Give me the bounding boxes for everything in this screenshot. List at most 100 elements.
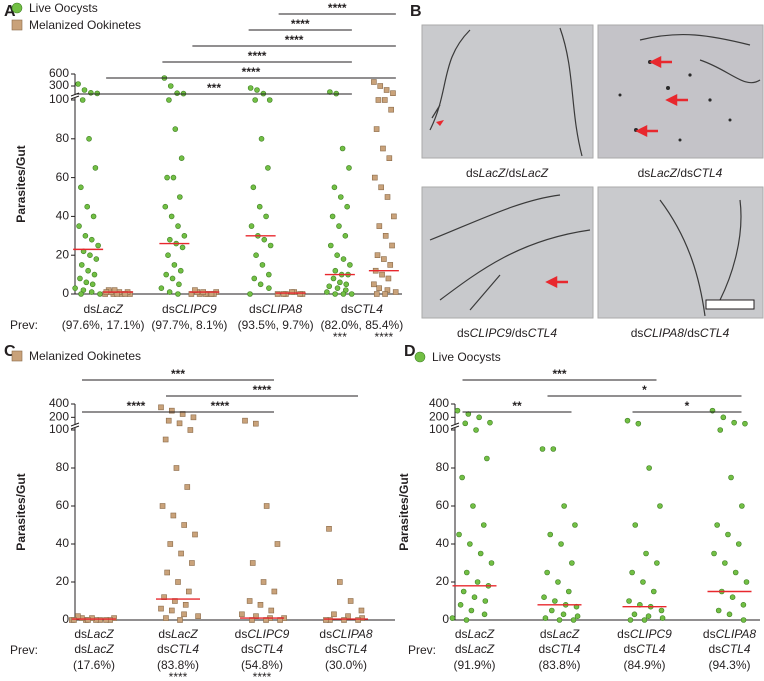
dot (247, 291, 253, 297)
dot (190, 414, 197, 421)
dot (176, 420, 183, 427)
legend-label: Melanized Ookinetes (29, 349, 141, 363)
dot (373, 126, 380, 132)
label-part: LacZ (468, 627, 495, 641)
dot (380, 145, 386, 152)
dot (91, 271, 98, 278)
dot (382, 291, 388, 297)
dot (377, 83, 384, 89)
label-part: ds (466, 166, 479, 180)
label-part: ds (74, 627, 87, 641)
y-tick-label: 200 (429, 410, 449, 424)
dot (454, 407, 461, 414)
prev-stars: *** (333, 330, 347, 344)
dot (169, 275, 176, 282)
arrowhead (436, 120, 444, 126)
label-part: CTL4 (338, 642, 368, 656)
label-part: LacZ (479, 166, 506, 180)
significance-label: **** (291, 17, 310, 31)
label: dsCTL4 (341, 302, 383, 316)
dot (726, 611, 733, 618)
dot (169, 407, 175, 414)
dot (167, 236, 173, 243)
dot (246, 598, 253, 604)
y-tick-label: 300 (49, 78, 69, 92)
y-tick-label: 400 (49, 396, 69, 410)
dot (297, 291, 303, 297)
dot (336, 223, 342, 229)
dot (86, 136, 92, 142)
y-tick-label: 40 (56, 209, 70, 223)
dot (165, 252, 171, 258)
label: dsLacZ/dsCTL4 (638, 166, 723, 180)
dot (169, 607, 175, 614)
dot (332, 267, 339, 274)
prevalence: (97.7%, 8.1%) (151, 318, 227, 332)
dot (330, 275, 337, 282)
dot (728, 474, 734, 481)
dot (740, 601, 747, 608)
dot (484, 455, 490, 462)
dot (75, 81, 81, 87)
dot (558, 541, 564, 547)
dot (172, 126, 179, 132)
label-part: CTL4 (354, 302, 384, 316)
dot (371, 281, 377, 288)
dot (266, 97, 273, 103)
y-tick-label: 80 (56, 131, 70, 145)
micrograph (421, 24, 594, 159)
dot (376, 285, 382, 291)
y-tick-label: 200 (49, 410, 69, 424)
dot (473, 427, 479, 433)
dot (163, 615, 169, 621)
dot (572, 522, 578, 528)
label-part: ds (623, 642, 636, 656)
dot (259, 262, 266, 268)
dot (717, 427, 724, 433)
label: dsCLIPA8 (703, 627, 756, 641)
dot (268, 607, 275, 614)
dot (78, 184, 84, 191)
dot (487, 419, 493, 426)
prevalence: (83.8%) (538, 658, 580, 672)
dot (391, 213, 397, 220)
dot (252, 97, 258, 103)
dot (93, 256, 100, 262)
dot (739, 503, 745, 509)
dot (467, 541, 473, 547)
label-part: LacZ (553, 627, 580, 641)
dot (542, 615, 549, 621)
dot (181, 611, 187, 618)
dot (552, 598, 558, 604)
dot (624, 417, 631, 424)
label: dsCTL4 (325, 642, 367, 656)
trachea (429, 194, 591, 311)
label-part: ds (455, 642, 468, 656)
label-part: ds (708, 642, 721, 656)
label-part: /ds (512, 326, 528, 340)
label-part: CTL4 (551, 642, 581, 656)
dot (463, 617, 470, 623)
dot (167, 83, 174, 89)
dot (561, 503, 567, 509)
dot (347, 262, 353, 268)
dot (555, 579, 561, 585)
dot (195, 613, 201, 620)
dot (565, 588, 572, 595)
dot (250, 184, 257, 191)
label: dsLacZ (540, 627, 580, 641)
dot (177, 617, 183, 623)
dot (88, 90, 94, 96)
label-part: LacZ (96, 302, 123, 316)
dot (626, 598, 632, 604)
label-part: CTL4 (254, 642, 284, 656)
dot (348, 291, 355, 297)
dot (547, 531, 554, 538)
dot (334, 252, 340, 258)
dot (715, 607, 722, 614)
dot (242, 417, 248, 424)
prevalence: (91.9%) (453, 658, 495, 672)
dot (659, 615, 666, 621)
label: dsCLIPC9 (162, 302, 217, 316)
label: dsCTL4 (538, 642, 580, 656)
